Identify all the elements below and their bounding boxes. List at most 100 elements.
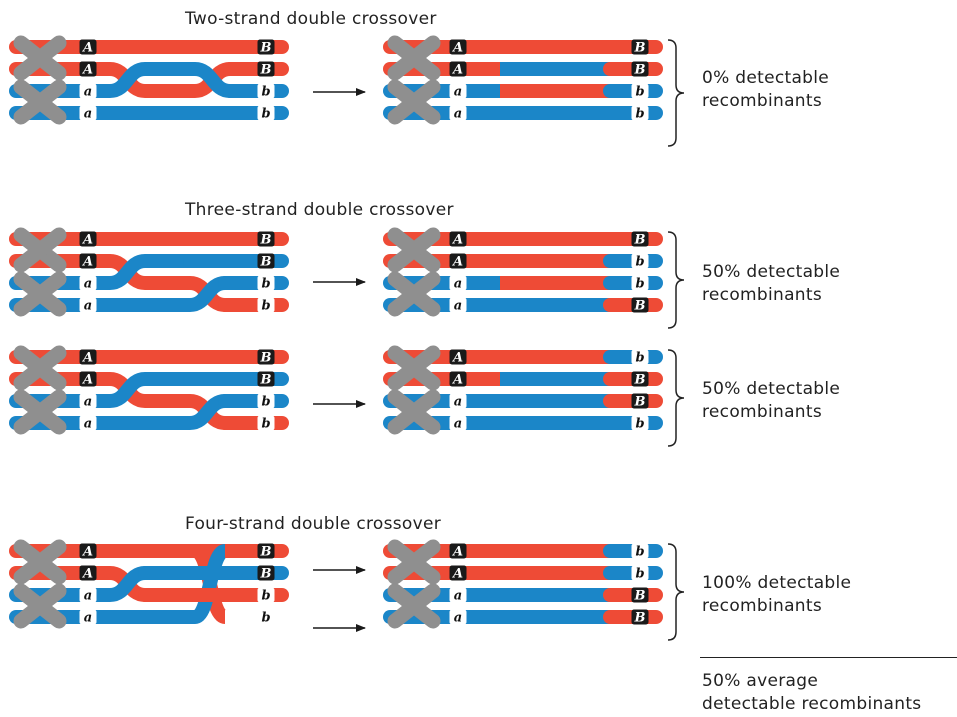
allele-a-box: a bbox=[79, 297, 97, 314]
label-line: 0% detectable bbox=[702, 68, 830, 88]
allele-b-box: b bbox=[257, 297, 275, 314]
centromere-icon bbox=[387, 271, 441, 317]
allele-label: b bbox=[635, 107, 644, 122]
allele-A-box: A bbox=[449, 349, 467, 366]
allele-a-box: a bbox=[79, 609, 97, 626]
allele-box-bg bbox=[449, 39, 467, 55]
allele-a-box: a bbox=[79, 105, 97, 122]
allele-A-box: A bbox=[449, 565, 467, 582]
allele-box-bg bbox=[79, 105, 97, 121]
allele-a-box: a bbox=[79, 393, 97, 410]
allele-box-bg bbox=[449, 105, 467, 121]
summary-label: 50% average detectable recombinants bbox=[702, 670, 921, 716]
allele-label: a bbox=[454, 417, 462, 432]
allele-box-bg bbox=[631, 105, 649, 121]
allele-a-box: a bbox=[449, 105, 467, 122]
allele-box-bg bbox=[257, 253, 275, 269]
allele-b-box: b bbox=[257, 609, 275, 626]
allele-label: B bbox=[260, 545, 272, 560]
allele-box-bg bbox=[449, 371, 467, 387]
allele-label: B bbox=[260, 63, 272, 78]
allele-box-bg bbox=[79, 371, 97, 387]
allele-label: A bbox=[81, 373, 93, 388]
centromere-icon bbox=[387, 79, 441, 125]
allele-box-bg bbox=[79, 253, 97, 269]
allele-box-bg bbox=[449, 297, 467, 313]
allele-a-box: a bbox=[449, 275, 467, 292]
allele-box-bg bbox=[79, 349, 97, 365]
allele-label: A bbox=[81, 255, 93, 270]
allele-A-box: A bbox=[449, 253, 467, 270]
allele-label: a bbox=[454, 395, 462, 410]
allele-box-bg bbox=[449, 415, 467, 431]
centromere-arm bbox=[387, 271, 441, 317]
allele-label: B bbox=[260, 233, 272, 248]
allele-box-bg bbox=[257, 543, 275, 559]
allele-box-bg bbox=[631, 61, 649, 77]
allele-A-box: A bbox=[449, 371, 467, 388]
allele-box-bg bbox=[257, 83, 275, 99]
allele-A-box: A bbox=[79, 543, 97, 560]
centromere-icon bbox=[13, 271, 67, 317]
crossover-segment bbox=[108, 372, 147, 408]
allele-box-bg bbox=[631, 297, 649, 313]
allele-B-box: B bbox=[257, 61, 275, 78]
allele-B-box: B bbox=[631, 61, 649, 78]
allele-b-box: b bbox=[631, 349, 649, 366]
allele-A-box: A bbox=[79, 253, 97, 270]
centromere-arm bbox=[387, 389, 441, 435]
label-line: 100% detectable bbox=[702, 573, 852, 593]
allele-box-bg bbox=[449, 253, 467, 269]
allele-label: B bbox=[634, 41, 646, 56]
allele-box-bg bbox=[449, 275, 467, 291]
allele-b-box: b bbox=[631, 105, 649, 122]
allele-box-bg bbox=[449, 393, 467, 409]
allele-box-bg bbox=[631, 83, 649, 99]
allele-box-bg bbox=[257, 39, 275, 55]
allele-box-bg bbox=[79, 393, 97, 409]
centromere-arm bbox=[13, 583, 67, 629]
centromere-icon bbox=[13, 583, 67, 629]
group-brace bbox=[667, 231, 685, 329]
allele-label: a bbox=[84, 417, 92, 432]
allele-label: b bbox=[261, 611, 270, 626]
allele-B-box: B bbox=[257, 253, 275, 270]
allele-box-bg bbox=[79, 61, 97, 77]
label-line: recombinants bbox=[702, 402, 822, 422]
allele-box-bg bbox=[449, 349, 467, 365]
allele-label: B bbox=[634, 589, 646, 604]
allele-label: B bbox=[634, 299, 646, 314]
allele-B-box: B bbox=[631, 587, 649, 604]
allele-A-box: A bbox=[449, 543, 467, 560]
allele-box-bg bbox=[257, 297, 275, 313]
allele-box-bg bbox=[449, 543, 467, 559]
allele-a-box: a bbox=[449, 297, 467, 314]
allele-label: b bbox=[635, 277, 644, 292]
allele-A-box: A bbox=[79, 61, 97, 78]
allele-a-box: a bbox=[449, 587, 467, 604]
allele-label: A bbox=[451, 351, 463, 366]
centromere-icon bbox=[13, 389, 67, 435]
allele-box-bg bbox=[631, 543, 649, 559]
centromere-icon bbox=[387, 389, 441, 435]
allele-a-box: a bbox=[79, 275, 97, 292]
allele-label: A bbox=[451, 567, 463, 582]
allele-box-bg bbox=[631, 231, 649, 247]
allele-b-box: b bbox=[257, 105, 275, 122]
allele-label: B bbox=[634, 63, 646, 78]
allele-a-box: a bbox=[449, 415, 467, 432]
summary-divider bbox=[700, 657, 957, 658]
label-line: 50% average bbox=[702, 671, 819, 691]
allele-A-box: A bbox=[449, 61, 467, 78]
centromere-arm bbox=[13, 79, 67, 125]
allele-B-box: B bbox=[631, 609, 649, 626]
allele-label: A bbox=[451, 233, 463, 248]
allele-box-bg bbox=[449, 61, 467, 77]
label-line: detectable recombinants bbox=[702, 694, 922, 714]
centromere-arm bbox=[13, 539, 67, 585]
allele-label: a bbox=[454, 611, 462, 626]
centromere-icon bbox=[387, 345, 441, 391]
allele-label: A bbox=[81, 41, 93, 56]
crossover-segment bbox=[108, 254, 147, 290]
allele-box-bg bbox=[257, 371, 275, 387]
